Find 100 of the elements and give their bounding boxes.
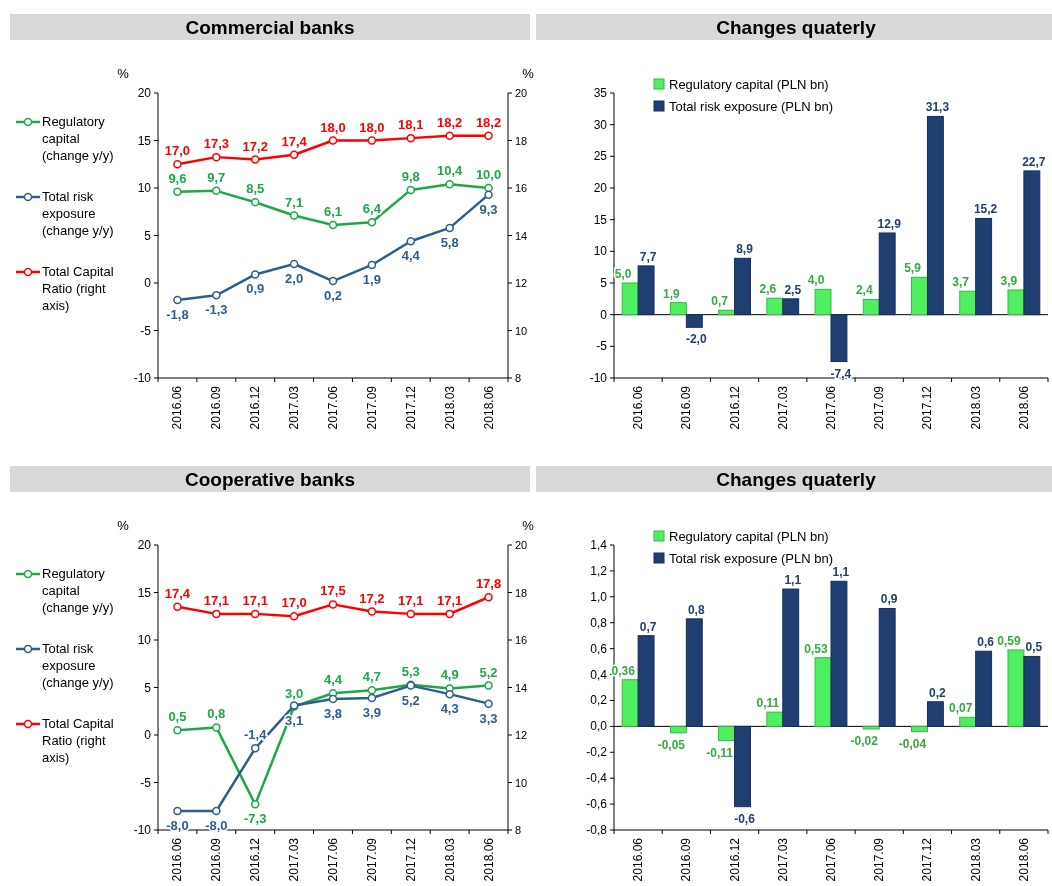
y2-tick-label: 10: [515, 776, 528, 789]
data-label: 8,5: [246, 181, 265, 197]
point: [328, 136, 338, 145]
data-label: -7,4: [830, 366, 852, 381]
bar: [669, 725, 687, 734]
y-tick-label: 10: [593, 244, 608, 259]
y2-tick-label: 20: [515, 539, 528, 551]
x-tick-label: 2017.09: [364, 385, 379, 430]
data-label: -0,02: [850, 733, 879, 748]
data-label: 0,6: [977, 635, 995, 650]
data-label: 12,9: [877, 216, 902, 231]
x-tick-label: 2017.12: [403, 385, 418, 430]
bar: [782, 298, 800, 316]
chart-title: Commercial banks: [185, 17, 355, 38]
legend-label: Total risk exposure (change y/y): [42, 189, 114, 238]
bar: [1023, 655, 1041, 727]
y2-tick-label: 16: [515, 182, 528, 194]
bar: [878, 607, 896, 727]
point: [173, 806, 182, 816]
data-label: 0,9: [880, 592, 898, 607]
y-tick-label: -5: [140, 323, 152, 338]
bar: [911, 276, 928, 316]
data-label: 22,7: [1022, 154, 1046, 169]
bar: [734, 725, 751, 808]
bar: [911, 725, 928, 733]
chart-title: Changes quaterly: [716, 17, 877, 38]
data-label: -0,05: [657, 737, 686, 752]
point: [212, 806, 221, 816]
y-tick-label: -5: [596, 339, 608, 354]
data-label: 4,9: [440, 667, 459, 683]
data-label: 0,2: [323, 288, 343, 304]
data-label: 17,1: [242, 592, 268, 608]
data-label: 17,3: [203, 136, 229, 152]
x-tick-label: 2017.06: [824, 837, 838, 882]
y-tick-label: 0,0: [590, 719, 608, 734]
data-label: 18,1: [398, 117, 424, 133]
point: [212, 609, 221, 619]
data-label: 5,3: [401, 663, 420, 679]
bar: [637, 635, 655, 727]
x-tick-label: 2017.12: [920, 837, 935, 882]
point: [250, 155, 260, 164]
data-label: 0,7: [711, 294, 729, 309]
data-label: -1,3: [205, 302, 228, 318]
point: [484, 190, 493, 199]
data-label: 3,0: [285, 685, 304, 701]
data-label: 0,5: [1025, 640, 1043, 655]
data-label: 0,7: [639, 619, 657, 634]
y-tick-label: -0,4: [586, 771, 608, 786]
y-tick-label: 0,6: [590, 641, 608, 656]
bar: [862, 298, 880, 316]
y-tick-label: 5: [144, 680, 152, 695]
data-label: 2,4: [855, 283, 873, 298]
y-tick-label: 15: [137, 133, 152, 148]
data-label: 0,59: [997, 633, 1021, 648]
y-tick-label: -5: [140, 775, 152, 790]
bar: [959, 716, 977, 727]
y-tick-label: 1,4: [590, 538, 608, 552]
bar: [621, 282, 639, 316]
y-tick-label: 0: [600, 307, 608, 322]
legend-label: Regulatory capital (change y/y): [42, 566, 114, 615]
x-tick-label: 2018.06: [1016, 385, 1031, 430]
point: [445, 689, 454, 699]
legend-label: Total risk exposure (PLN bn): [669, 551, 834, 566]
point: [173, 295, 182, 305]
y-tick-label: 15: [137, 585, 152, 600]
y2-tick-label: 14: [515, 229, 528, 242]
bar: [975, 217, 993, 316]
point: [173, 187, 182, 197]
x-tick-label: 2017.09: [872, 837, 887, 882]
x-tick-label: 2016.09: [679, 385, 694, 430]
data-label: 3,8: [323, 705, 343, 721]
y-tick-label: 0,4: [590, 667, 608, 682]
data-label: 2,6: [759, 282, 777, 297]
y2-axis-title: %: [522, 66, 535, 81]
data-label: -1,8: [166, 307, 189, 323]
y2-tick-label: 10: [515, 324, 528, 337]
y2-tick-label: 18: [515, 586, 528, 599]
point: [367, 607, 377, 616]
x-tick-label: 2016.06: [170, 385, 185, 430]
point: [406, 185, 416, 195]
y-tick-label: 1,2: [590, 563, 608, 578]
data-label: 8,9: [736, 242, 754, 257]
y-tick-label: 0,8: [590, 615, 608, 630]
legend-label: Regulatory capital (change y/y): [42, 114, 114, 163]
data-label: 0,2: [929, 685, 947, 700]
y-tick-label: 5: [144, 228, 152, 243]
data-label: 18,0: [359, 119, 385, 135]
data-label: 3,9: [1000, 273, 1018, 288]
legend-label: Regulatory capital (PLN bn): [669, 529, 829, 544]
point: [406, 236, 416, 246]
point: [367, 136, 377, 145]
bar: [959, 290, 977, 316]
bar: [637, 265, 655, 316]
bar: [1023, 170, 1041, 316]
point: [250, 800, 260, 809]
point: [173, 726, 182, 735]
data-label: 17,0: [164, 143, 191, 159]
data-label: 0,11: [756, 696, 780, 711]
chart-title: Changes quaterly: [716, 469, 877, 490]
point: [406, 133, 416, 143]
